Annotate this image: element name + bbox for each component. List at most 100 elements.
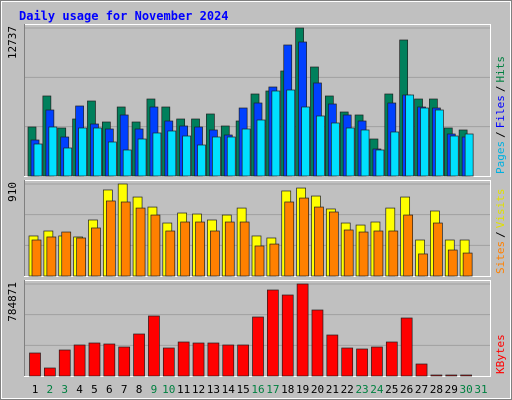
bar: [311, 309, 324, 377]
bar: [120, 201, 131, 277]
bar: [405, 94, 415, 177]
bar: [29, 352, 41, 377]
bar: [464, 133, 474, 177]
bar: [445, 374, 458, 377]
bar: [78, 127, 87, 177]
bar: [373, 230, 384, 277]
bar: [107, 141, 117, 177]
x-tick-label: 25: [385, 383, 398, 396]
x-tick-label: 28: [430, 383, 443, 396]
bar: [430, 374, 443, 377]
bar: [301, 106, 310, 177]
bar: [44, 367, 56, 377]
bar: [31, 239, 42, 277]
bar: [267, 289, 279, 377]
bar: [33, 143, 43, 177]
x-tick-label: 20: [311, 383, 324, 396]
bar: [330, 122, 340, 177]
bar: [403, 214, 414, 277]
bar: [462, 252, 473, 277]
x-tick-label: 18: [281, 383, 294, 396]
bar: [360, 129, 370, 177]
x-tick-label: 2: [47, 383, 54, 396]
x-tick-label: 29: [445, 383, 458, 396]
legend-entry: Files: [494, 95, 507, 128]
bar: [314, 206, 324, 277]
bar: [449, 135, 459, 177]
bar: [103, 343, 116, 377]
bar: [148, 315, 160, 377]
x-tick-label: 19: [296, 383, 309, 396]
bar: [241, 128, 251, 177]
bar: [180, 221, 191, 277]
bar: [224, 221, 235, 277]
bar: [400, 317, 413, 377]
bar: [328, 211, 339, 277]
bar: [63, 147, 73, 177]
x-tick-label: 13: [207, 383, 220, 396]
legend-entry: Visits: [494, 189, 507, 229]
x-tick-label: 1: [32, 383, 39, 396]
bar: [299, 197, 309, 277]
bar: [222, 344, 235, 377]
bar: [212, 136, 221, 177]
bar: [91, 227, 101, 277]
bar: [388, 230, 399, 277]
y-tick-label: 910: [6, 182, 19, 202]
legend-separator: /: [494, 131, 507, 138]
bar: [137, 138, 147, 177]
bar: [239, 221, 250, 277]
bar: [284, 201, 295, 277]
bar: [118, 346, 131, 377]
legend: KBytes: [494, 334, 507, 374]
bar: [433, 222, 443, 277]
bar: [418, 253, 428, 277]
bar: [385, 341, 398, 377]
bar: [341, 347, 354, 377]
x-tick-label: 8: [136, 383, 143, 396]
bar: [88, 342, 101, 377]
x-tick-label: 31: [474, 383, 487, 396]
bar: [420, 107, 429, 177]
bar: [177, 341, 190, 377]
bar: [133, 333, 145, 377]
bar: [167, 130, 177, 177]
bar: [256, 119, 266, 177]
bar: [192, 342, 205, 377]
bar: [460, 374, 472, 377]
x-tick-label: 17: [266, 383, 279, 396]
bar: [252, 316, 264, 377]
bar: [165, 230, 176, 277]
bar: [226, 136, 236, 177]
x-tick-label: 6: [106, 383, 113, 396]
bar: [58, 349, 71, 377]
bar: [73, 344, 86, 377]
bar: [271, 90, 281, 177]
bar: [390, 131, 400, 177]
bar: [269, 243, 280, 277]
x-tick-label: 5: [91, 383, 98, 396]
bar: [150, 214, 161, 277]
bar: [46, 236, 57, 277]
x-tick-label: 26: [400, 383, 413, 396]
bar: [371, 346, 383, 377]
bar: [286, 89, 296, 177]
bar: [296, 283, 309, 377]
bar: [162, 347, 175, 377]
bar: [122, 149, 132, 177]
bar: [281, 294, 294, 377]
y-tick-label: 12737: [6, 26, 19, 59]
bar: [152, 132, 162, 177]
legend: Sites / Visits: [494, 189, 507, 275]
bar: [435, 109, 444, 177]
bar: [105, 200, 116, 277]
x-tick-label: 10: [162, 383, 175, 396]
x-tick-label: 4: [76, 383, 83, 396]
y-tick-label: 784871: [6, 282, 19, 322]
bar: [447, 249, 458, 277]
bar: [61, 231, 72, 277]
x-tick-label: 30: [460, 383, 473, 396]
bar: [415, 363, 428, 377]
chart-title: Daily usage for November 2024: [19, 9, 229, 23]
